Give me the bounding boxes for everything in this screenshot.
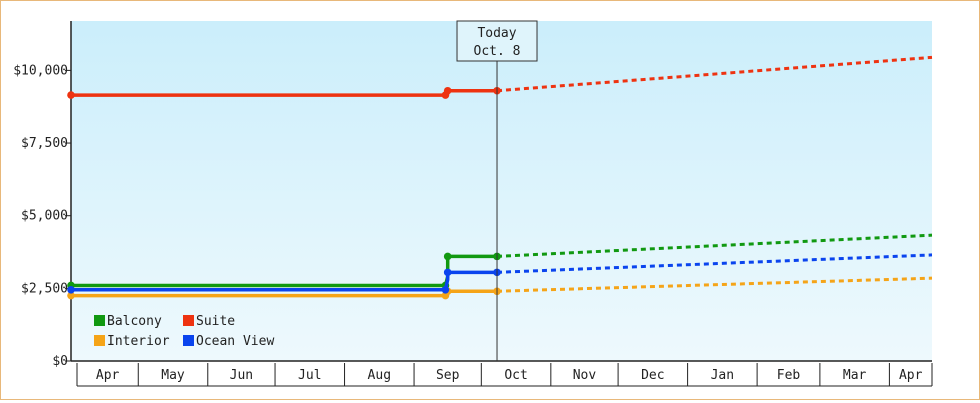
series-point	[443, 268, 452, 277]
legend-swatch	[94, 335, 105, 346]
x-tick-label: May	[161, 368, 185, 383]
x-tick-label: Nov	[573, 368, 597, 383]
series-line-projected	[496, 276, 933, 293]
series-point	[67, 286, 75, 294]
y-tick-label: $7,500	[21, 136, 68, 151]
y-tick-label: $0	[52, 354, 68, 369]
today-marker: Today Oct. 8	[456, 20, 538, 361]
x-tick-label: Jan	[711, 368, 734, 383]
today-date: Oct. 8	[474, 44, 521, 59]
x-tick-label: Sep	[436, 368, 460, 383]
series-line-projected	[496, 55, 933, 93]
x-tick-label: Jun	[230, 368, 253, 383]
legend-label: Suite	[196, 314, 235, 329]
series-point	[443, 86, 452, 95]
legend-label: Balcony	[107, 314, 162, 329]
series-line-projected	[496, 233, 933, 258]
y-tick-label: $2,500	[21, 281, 68, 296]
legend-swatch	[183, 335, 194, 346]
today-callout-box	[456, 20, 538, 62]
x-tick-label: Mar	[843, 368, 867, 383]
series-point	[441, 286, 450, 294]
legend-swatch	[94, 315, 105, 326]
series-line-projected	[496, 253, 933, 274]
x-tick-label: Apr	[899, 368, 923, 383]
x-tick-label: Feb	[777, 368, 801, 383]
x-axis: Apr May Jun Jul Aug Sep Oct Nov Dec Jan Feb Mar Apr	[71, 360, 933, 387]
x-tick-label: Apr	[96, 368, 120, 383]
legend-label: Interior	[107, 334, 170, 349]
y-tick-label: $10,000	[13, 63, 68, 78]
series-layer	[67, 55, 933, 300]
series-line-historical	[71, 270, 498, 292]
series-point	[67, 291, 75, 300]
y-axis: $0 $2,500 $5,000 $7,500 $10,000	[13, 21, 72, 369]
x-tick-label: Oct	[504, 368, 527, 383]
series-point	[67, 91, 75, 99]
y-tick-label: $5,000	[21, 209, 68, 224]
legend-swatch	[183, 315, 194, 326]
legend-label: Ocean View	[196, 334, 274, 349]
x-tick-label: Jul	[298, 368, 321, 383]
legend: Balcony Suite Interior Ocean View	[94, 314, 274, 349]
today-label: Today	[477, 26, 516, 41]
series-point	[443, 252, 452, 261]
plot-background	[71, 21, 932, 361]
x-tick-label: Dec	[641, 368, 664, 383]
x-tick-label: Aug	[368, 368, 391, 383]
